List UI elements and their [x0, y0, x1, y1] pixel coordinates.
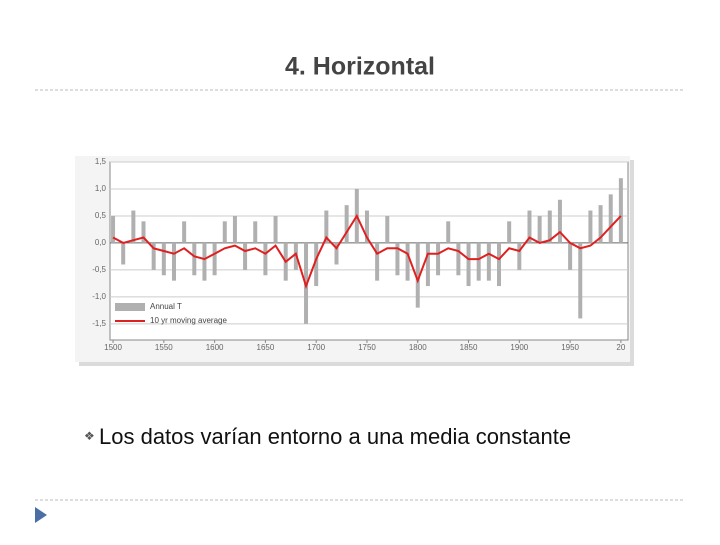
- annual-bar: [405, 242, 410, 281]
- annual-bar: [314, 242, 319, 287]
- annual-bar: [131, 210, 136, 243]
- annual-bar: [192, 242, 197, 276]
- nav-arrow: [35, 507, 47, 523]
- annual-bar: [395, 242, 400, 276]
- annual-bar: [415, 242, 420, 308]
- y-tick-label: 1,5: [95, 157, 107, 166]
- annual-bar: [527, 210, 532, 243]
- annual-bar: [232, 215, 237, 243]
- annual-bar: [568, 242, 573, 270]
- y-tick-label: 1,0: [95, 184, 107, 193]
- y-tick-label: 0,0: [95, 238, 107, 247]
- annual-bar: [537, 215, 542, 243]
- y-tick-label: -1,5: [92, 319, 106, 328]
- y-tick-label: -1,0: [92, 292, 106, 301]
- y-tick-label: 0,5: [95, 211, 107, 220]
- annual-bar: [202, 242, 207, 281]
- x-tick-label: 1650: [257, 343, 275, 352]
- bullet-icon: ❖: [84, 429, 95, 443]
- moving-average-line: [112, 213, 622, 290]
- annual-bar: [273, 215, 278, 243]
- legend-label: Annual T: [150, 302, 182, 311]
- x-tick-label: 1550: [155, 343, 173, 352]
- x-tick-label: 1500: [104, 343, 122, 352]
- plot-area: [109, 161, 629, 341]
- legend-swatch: [115, 303, 145, 311]
- annual-bar: [486, 242, 491, 281]
- annual-bar: [334, 242, 339, 265]
- annual-bar: [466, 242, 471, 287]
- annual-bar: [547, 210, 552, 243]
- annual-bar: [497, 242, 502, 287]
- x-tick-label: 1850: [460, 343, 478, 352]
- annual-bar: [121, 242, 126, 265]
- annual-bar: [507, 221, 512, 243]
- legend-label: 10 yr moving average: [150, 316, 227, 325]
- annual-bar: [344, 205, 349, 243]
- annual-bar: [517, 242, 522, 270]
- bullet-text: Los datos varían entorno a una media con…: [99, 424, 571, 449]
- annual-bar: [425, 242, 430, 287]
- x-tick-label: 20: [616, 343, 625, 352]
- annual-bar: [375, 242, 380, 281]
- annual-bar: [456, 242, 461, 276]
- annual-bar: [324, 210, 329, 243]
- annual-bar: [182, 221, 187, 243]
- annual-bar: [141, 221, 146, 243]
- x-tick-label: 1800: [409, 343, 427, 352]
- annual-bar: [212, 242, 217, 276]
- annual-bar: [253, 221, 258, 243]
- annual-bar: [476, 242, 481, 281]
- annual-bar: [364, 210, 369, 243]
- x-tick-label: 1950: [561, 343, 579, 352]
- annual-bar: [557, 199, 562, 243]
- annual-bar: [608, 194, 613, 243]
- annual-bar: [161, 242, 166, 276]
- annual-bar: [446, 221, 451, 243]
- annual-bar: [385, 215, 390, 243]
- annual-bar: [171, 242, 176, 281]
- annual-bar: [598, 205, 603, 243]
- annual-bar: [222, 221, 227, 243]
- annual-bar: [263, 242, 268, 276]
- slide-title: 4. Horizontal: [285, 53, 435, 81]
- annual-bar: [618, 178, 623, 243]
- annual-bar: [436, 242, 441, 276]
- y-tick-label: -0,5: [92, 265, 106, 274]
- x-tick-label: 1750: [358, 343, 376, 352]
- x-tick-label: 1600: [206, 343, 224, 352]
- chart: 1,5 1,0 0,5 0,0 -0,5 -1,0 -1,5 1500 1550 1600 1650…: [92, 157, 629, 352]
- annual-bar: [588, 210, 593, 243]
- x-tick-label: 1900: [510, 343, 528, 352]
- annual-bar: [111, 215, 116, 243]
- annual-bar: [151, 242, 156, 270]
- annual-bar: [243, 242, 248, 270]
- x-tick-label: 1700: [307, 343, 325, 352]
- annual-bar: [578, 242, 583, 319]
